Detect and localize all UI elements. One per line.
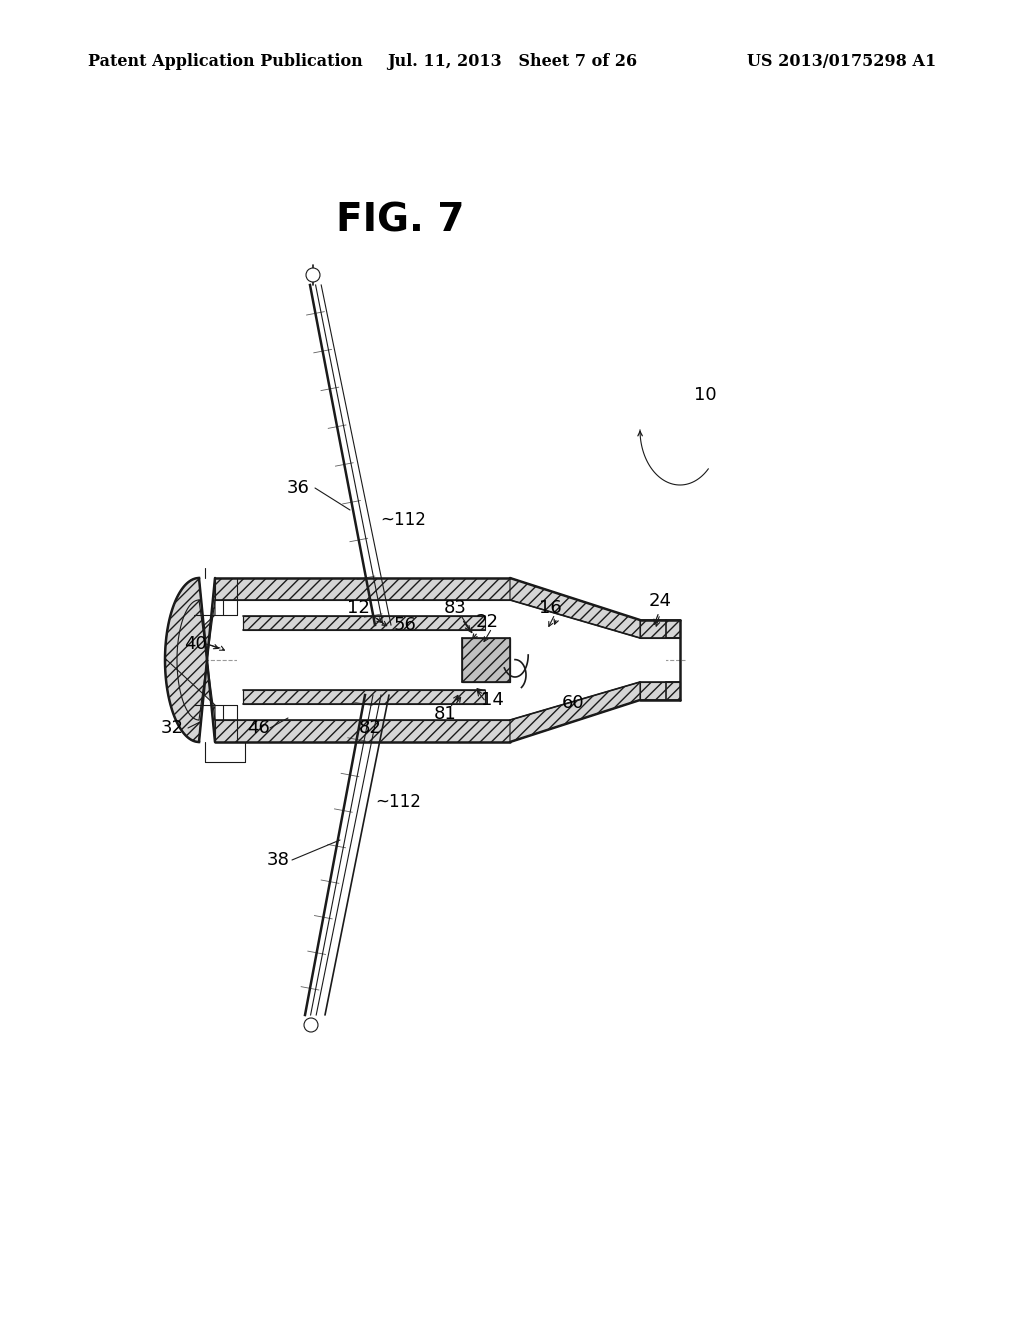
Text: 83: 83	[443, 599, 467, 616]
Text: 60: 60	[562, 694, 585, 711]
Polygon shape	[462, 638, 510, 682]
Text: 12: 12	[346, 599, 370, 616]
Text: 16: 16	[539, 599, 561, 616]
Circle shape	[304, 1018, 318, 1032]
Text: 32: 32	[161, 719, 183, 737]
Text: 46: 46	[247, 719, 269, 737]
Text: 82: 82	[358, 719, 381, 737]
Polygon shape	[165, 578, 215, 742]
Polygon shape	[510, 578, 640, 638]
Text: FIG. 7: FIG. 7	[336, 201, 464, 239]
Bar	[237, 630, 485, 690]
Text: 40: 40	[183, 635, 207, 653]
Text: 38: 38	[266, 851, 290, 869]
Text: ~112: ~112	[380, 511, 426, 529]
Text: 24: 24	[648, 591, 672, 610]
Text: Patent Application Publication: Patent Application Publication	[88, 54, 362, 70]
Circle shape	[306, 268, 319, 282]
Text: 36: 36	[287, 479, 309, 498]
Polygon shape	[243, 690, 485, 704]
Text: ~112: ~112	[375, 793, 421, 810]
Polygon shape	[640, 620, 680, 638]
Text: US 2013/0175298 A1: US 2013/0175298 A1	[746, 54, 936, 70]
Polygon shape	[215, 578, 510, 601]
Text: Jul. 11, 2013   Sheet 7 of 26: Jul. 11, 2013 Sheet 7 of 26	[387, 54, 637, 70]
Polygon shape	[165, 578, 215, 742]
Polygon shape	[510, 602, 666, 718]
Text: 14: 14	[480, 690, 504, 709]
Text: 22: 22	[475, 612, 499, 631]
Text: 56: 56	[393, 616, 417, 634]
Polygon shape	[640, 682, 680, 700]
Text: 81: 81	[433, 705, 457, 723]
Polygon shape	[510, 682, 640, 742]
Polygon shape	[215, 719, 510, 742]
Text: 10: 10	[693, 385, 717, 404]
Polygon shape	[243, 616, 485, 630]
